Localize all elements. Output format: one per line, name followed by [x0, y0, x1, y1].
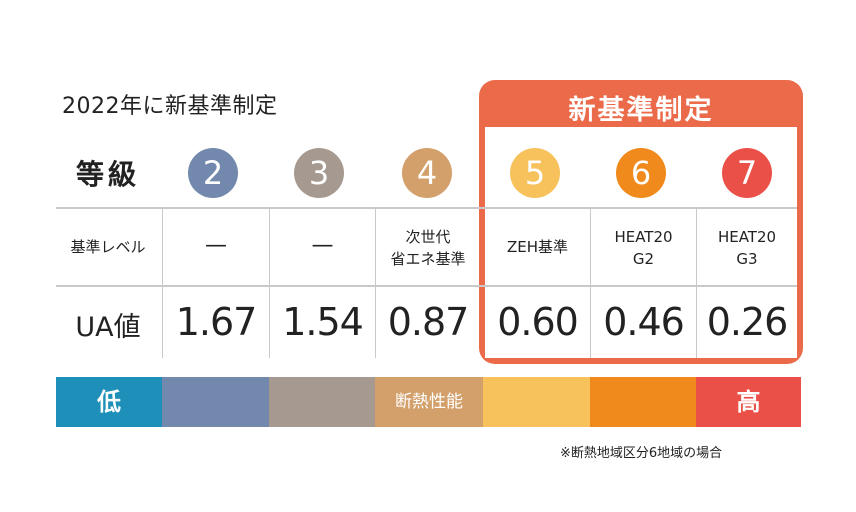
table-divider-middle	[56, 285, 797, 287]
column-divider	[590, 208, 591, 358]
grade-7-level: HEAT20 G3	[697, 226, 797, 270]
grade-7-level-line-1: HEAT20	[717, 228, 777, 246]
caption-title: 2022年に新基準制定	[62, 94, 278, 119]
performance-bar-grade-3	[269, 377, 375, 427]
table-divider-top	[56, 207, 797, 209]
performance-bar-grade-2	[162, 377, 269, 427]
performance-bar-grade-5	[483, 377, 590, 427]
grade-2-ua-value: 1.67	[175, 300, 258, 344]
performance-bar-low: 低	[56, 377, 162, 427]
grade-3-level: —	[311, 233, 334, 258]
grade-3-ua-value: 1.54	[282, 300, 364, 344]
grade-5-ua-value: 0.60	[497, 300, 579, 344]
grade-6-level-line-1: HEAT20	[614, 228, 673, 246]
grade-7-circle: 7	[722, 148, 772, 198]
grade-4-level-line-1: 次世代	[405, 228, 451, 246]
grade-6-number: 6	[630, 154, 652, 192]
grade-6-circle: 6	[616, 148, 666, 198]
grade-4-ua-value: 0.87	[387, 300, 470, 344]
column-divider	[269, 208, 270, 358]
grade-7-level-line-2: G3	[736, 250, 758, 268]
footnote: ※断熱地域区分6地域の場合	[560, 446, 723, 461]
grade-4-number: 4	[416, 154, 438, 192]
grade-7-ua-value: 0.26	[706, 300, 789, 344]
grade-4-circle: 4	[402, 148, 452, 198]
grade-5-number: 5	[524, 154, 546, 192]
new-standard-label: 新基準制定	[568, 95, 714, 126]
ua-row-label: UA値	[75, 312, 141, 343]
grade-4-level: 次世代 省エネ基準	[376, 226, 480, 270]
grade-row-label: 等級	[75, 158, 140, 191]
grade-7-number: 7	[736, 154, 758, 192]
grade-2-circle: 2	[188, 148, 238, 198]
performance-bar-high: 高	[696, 377, 801, 427]
grade-3-circle: 3	[294, 148, 344, 198]
grade-2-level: —	[205, 233, 227, 258]
column-divider	[162, 208, 163, 358]
level-row-label: 基準レベル	[70, 238, 146, 256]
grade-5-circle: 5	[510, 148, 560, 198]
grade-6-level: HEAT20 G2	[591, 226, 696, 270]
grade-6-ua-value: 0.46	[603, 300, 685, 344]
grade-3-number: 3	[308, 154, 330, 192]
grade-5-level: ZEH基準	[506, 238, 569, 256]
column-divider	[696, 208, 697, 358]
column-divider	[375, 208, 376, 358]
grade-2-number: 2	[202, 154, 224, 192]
grade-6-level-line-2: G2	[632, 250, 655, 268]
performance-bar-middle: 断熱性能	[375, 377, 483, 427]
performance-bar-grade-6	[590, 377, 696, 427]
grade-4-level-line-2: 省エネ基準	[390, 250, 466, 268]
